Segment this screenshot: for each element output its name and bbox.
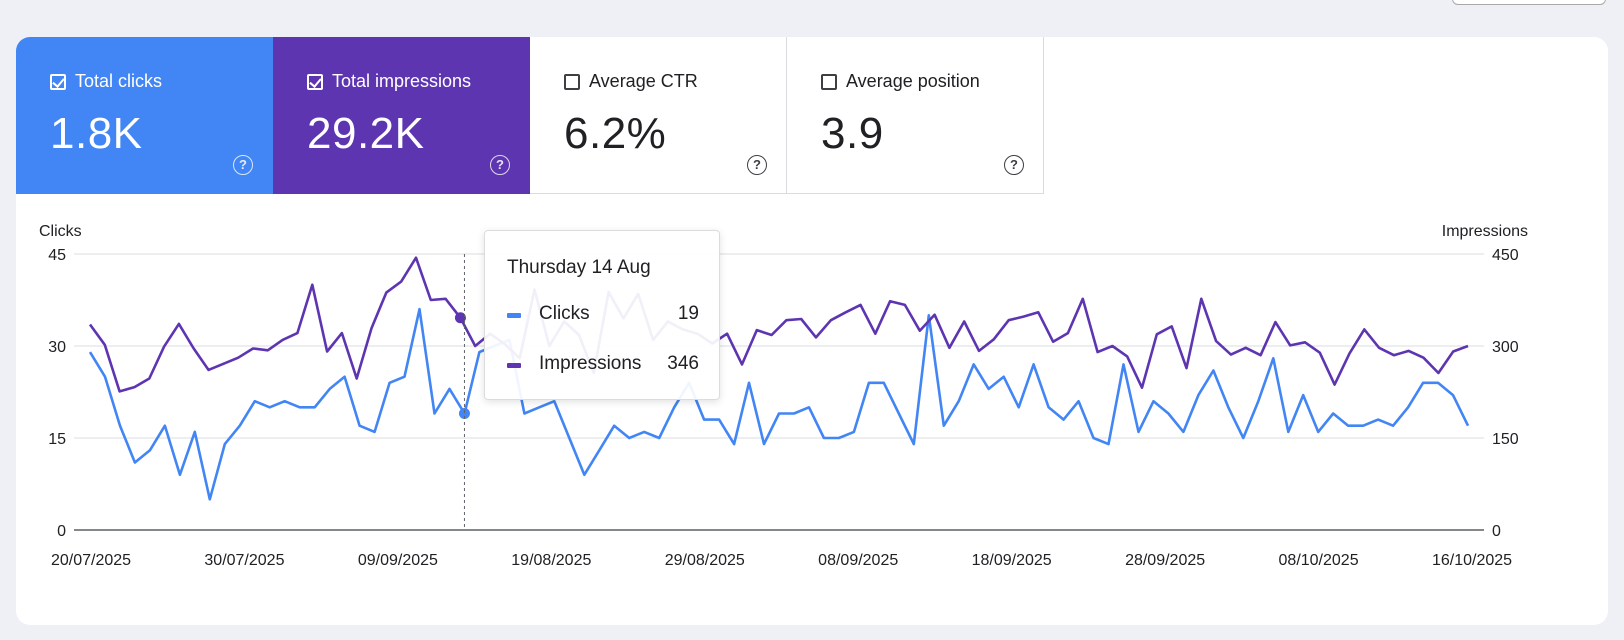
help-icon[interactable]: ?	[1004, 155, 1024, 175]
x-tick-label: 19/08/2025	[511, 552, 591, 569]
x-tick-label: 30/07/2025	[204, 552, 284, 569]
help-icon[interactable]: ?	[747, 155, 767, 175]
metric-label: Total impressions	[332, 71, 472, 91]
checkbox-checked-icon[interactable]	[50, 73, 66, 90]
help-icon[interactable]: ?	[233, 155, 253, 175]
x-tick-label: 08/10/2025	[1279, 552, 1359, 569]
axis-labels: Clicks Impressions 4530150450300150020/0…	[39, 223, 1528, 569]
tile-header: Average position	[821, 71, 980, 92]
performance-card: Total clicks 1.8K ? Total impressions 29…	[16, 37, 1608, 625]
hover-markers	[454, 254, 470, 530]
right-tick-label: 300	[1492, 339, 1519, 356]
help-icon[interactable]: ?	[490, 155, 510, 175]
x-tick-label: 29/08/2025	[665, 552, 745, 569]
tooltip-series-value: 346	[667, 353, 699, 374]
left-tick-label: 30	[48, 339, 66, 356]
tooltip-series-name: Impressions	[539, 353, 642, 374]
metric-tile-total-clicks[interactable]: Total clicks 1.8K ?	[16, 37, 273, 194]
metric-label: Total clicks	[75, 71, 163, 91]
gridlines	[74, 253, 1484, 531]
tile-header: Average CTR	[564, 71, 698, 92]
right-tick-label: 0	[1492, 523, 1501, 540]
metric-tile-average-ctr[interactable]: Average CTR 6.2% ?	[530, 37, 787, 194]
metric-value: 29.2K	[307, 109, 425, 158]
left-axis-title: Clicks	[39, 223, 82, 240]
checkbox-unchecked-icon[interactable]	[564, 73, 580, 90]
series-lines	[88, 256, 1470, 501]
x-tick-label: 16/10/2025	[1432, 552, 1512, 569]
metric-tile-average-position[interactable]: Average position 3.9 ?	[787, 37, 1044, 194]
impressions-swatch-icon	[507, 363, 521, 368]
x-tick-label: 09/09/2025	[358, 552, 438, 569]
right-axis-title: Impressions	[1442, 223, 1528, 240]
right-tick-label: 450	[1492, 247, 1519, 264]
tooltip-series-value: 19	[677, 303, 699, 324]
x-tick-label: 20/07/2025	[51, 552, 131, 569]
x-tick-label: 28/09/2025	[1125, 552, 1205, 569]
tooltip-series-name: Clicks	[539, 303, 590, 324]
metric-tile-total-impressions[interactable]: Total impressions 29.2K ?	[273, 37, 530, 194]
tile-header: Total impressions	[307, 71, 471, 92]
x-tick-label: 08/09/2025	[818, 552, 898, 569]
metric-value: 3.9	[821, 109, 884, 158]
tile-header: Total clicks	[50, 71, 162, 92]
right-tick-label: 150	[1492, 431, 1519, 448]
tooltip-row-clicks: Clicks 19	[507, 303, 701, 329]
x-tick-label: 18/09/2025	[972, 552, 1052, 569]
metric-label: Average position	[846, 71, 980, 91]
metric-value: 1.8K	[50, 109, 143, 158]
left-tick-label: 15	[48, 431, 66, 448]
tooltip-row-impressions: Impressions 346	[507, 353, 701, 379]
metric-tiles: Total clicks 1.8K ? Total impressions 29…	[16, 37, 1044, 194]
left-tick-label: 45	[48, 247, 66, 264]
hover-point-clicks	[458, 407, 470, 419]
checkbox-checked-icon[interactable]	[307, 73, 323, 90]
left-tick-label: 0	[57, 523, 66, 540]
clicks-swatch-icon	[507, 313, 521, 318]
series-line-clicks	[88, 307, 1470, 501]
metric-label: Average CTR	[589, 71, 698, 91]
hover-point-impressions	[454, 312, 466, 324]
metric-value: 6.2%	[564, 109, 667, 158]
chart-tooltip: Thursday 14 Aug Clicks 19 Impressions 34…	[484, 230, 720, 400]
series-line-impressions	[88, 256, 1469, 393]
tooltip-date: Thursday 14 Aug	[507, 257, 651, 278]
checkbox-unchecked-icon[interactable]	[821, 73, 837, 90]
